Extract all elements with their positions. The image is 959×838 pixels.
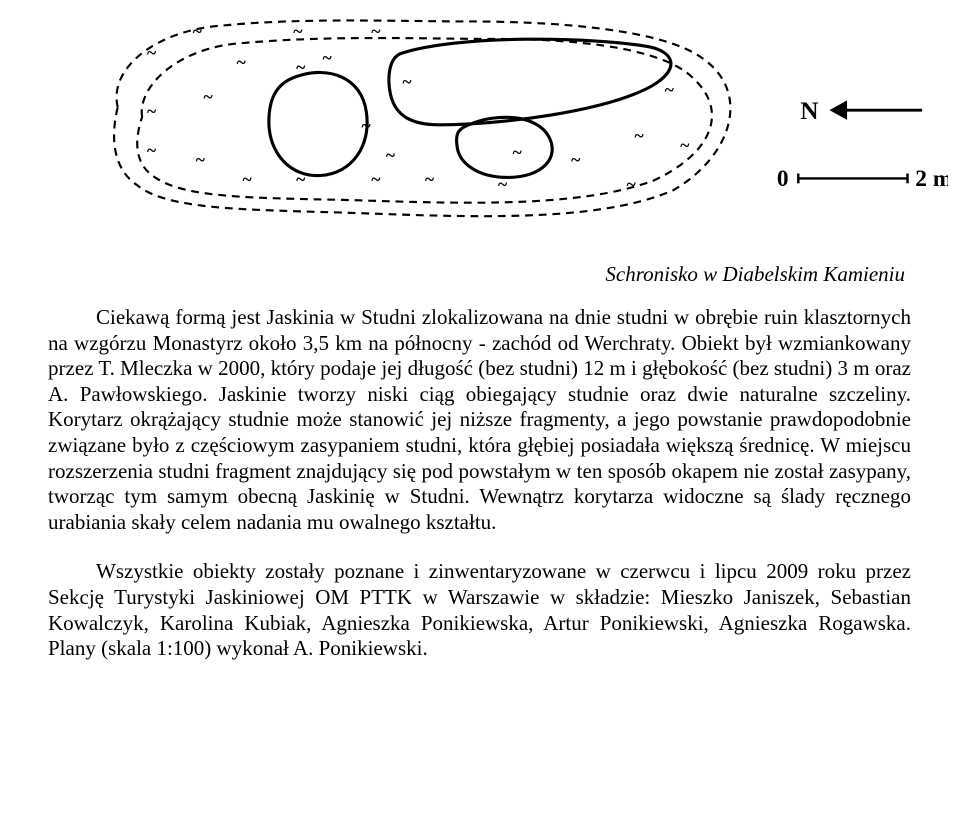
surface-mark: ~ xyxy=(296,57,306,77)
north-arrow-head xyxy=(830,100,848,120)
surface-mark: ~ xyxy=(147,42,157,62)
surface-mark: ~ xyxy=(204,86,214,106)
surface-mark: ~ xyxy=(513,142,523,162)
blob-mid xyxy=(457,117,553,177)
body-paragraph-1: Ciekawą formą jest Jaskinia w Studni zlo… xyxy=(48,305,911,535)
body-paragraph-2: Wszystkie obiekty zostały poznane i zinw… xyxy=(48,559,911,661)
surface-mark: ~ xyxy=(627,174,637,194)
north-label: N xyxy=(800,97,818,125)
surface-mark: ~ xyxy=(361,116,371,136)
blob-left xyxy=(269,72,367,175)
surface-mark: ~ xyxy=(402,72,412,92)
surface-mark: ~ xyxy=(371,21,381,41)
cave-plan-svg: ~~~~~~~~~~~~~~~~~~~~~~~~~N02 m xyxy=(48,0,948,234)
page: ~~~~~~~~~~~~~~~~~~~~~~~~~N02 m Schronisk… xyxy=(0,0,959,662)
surface-mark: ~ xyxy=(147,101,157,121)
paragraph-spacer xyxy=(48,535,911,559)
cave-plan-figure: ~~~~~~~~~~~~~~~~~~~~~~~~~N02 m xyxy=(48,0,911,234)
surface-mark: ~ xyxy=(196,150,206,170)
blob-top xyxy=(389,39,671,125)
figure-caption: Schronisko w Diabelskim Kamieniu xyxy=(48,262,911,287)
surface-mark: ~ xyxy=(498,174,508,194)
scale-end-label: 2 m xyxy=(915,166,948,192)
surface-mark: ~ xyxy=(322,47,332,67)
surface-mark: ~ xyxy=(665,80,675,100)
surface-mark: ~ xyxy=(371,169,381,189)
surface-mark: ~ xyxy=(634,125,644,145)
surface-mark: ~ xyxy=(193,21,203,41)
surface-mark: ~ xyxy=(293,21,303,41)
surface-mark: ~ xyxy=(147,140,157,160)
surface-mark: ~ xyxy=(237,52,247,72)
surface-mark: ~ xyxy=(243,169,253,189)
surface-mark: ~ xyxy=(680,135,690,155)
surface-mark: ~ xyxy=(386,145,396,165)
surface-mark: ~ xyxy=(425,169,435,189)
surface-mark: ~ xyxy=(296,169,306,189)
surface-mark: ~ xyxy=(571,150,581,170)
scale-zero-label: 0 xyxy=(777,166,789,192)
